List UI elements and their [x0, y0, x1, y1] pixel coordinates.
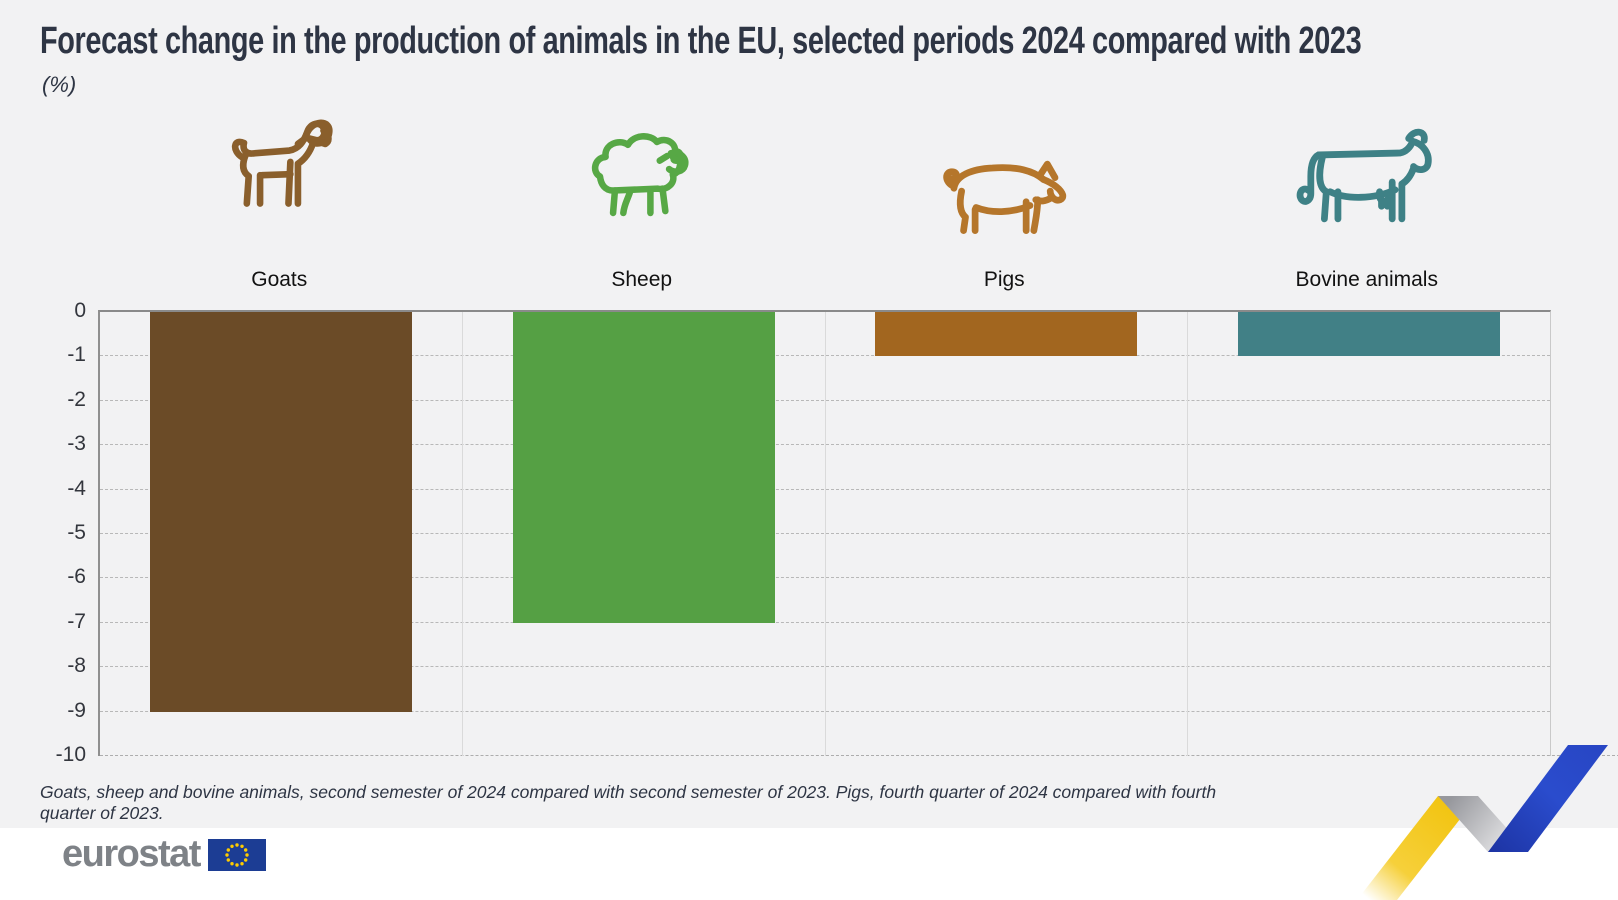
category-bovine: Bovine animals	[1186, 104, 1549, 292]
y-tick-label: -6	[67, 565, 86, 589]
y-tick-label: -5	[67, 521, 86, 544]
category-header-row: Goats Sheep	[98, 104, 1548, 292]
category-pigs: Pigs	[823, 104, 1186, 292]
y-tick-label: -4	[67, 476, 86, 500]
plot-area: 0 -1 -2 -3 -4 -5 -6 -7 -8 -9 -10	[56, 299, 1618, 766]
bar	[875, 312, 1138, 356]
column-goats	[100, 312, 463, 756]
eu-flag-icon	[207, 839, 266, 871]
y-tick-label: -8	[67, 654, 86, 678]
y-tick-label: -10	[55, 743, 86, 766]
bar	[149, 312, 412, 712]
column-bovine	[1188, 312, 1550, 756]
category-sheep: Sheep	[461, 104, 824, 292]
column-sheep	[463, 312, 826, 756]
category-label: Goats	[251, 268, 308, 291]
bar	[1238, 312, 1501, 356]
category-label: Sheep	[611, 268, 673, 291]
cow-icon	[1281, 104, 1453, 246]
category-label: Pigs	[983, 268, 1025, 291]
y-tick-label: 0	[74, 299, 86, 322]
page-title: Forecast change in the production of ani…	[40, 20, 1362, 62]
y-tick-label: -2	[67, 387, 86, 411]
eurostat-logo-text: eurostat	[62, 833, 201, 875]
eurostat-logo[interactable]: eurostat	[62, 833, 266, 875]
goat-icon	[208, 104, 350, 246]
bar-columns	[100, 312, 1550, 756]
y-tick-label: -3	[67, 432, 86, 456]
x-axis-bottom-line	[100, 755, 1618, 756]
category-label: Bovine animals	[1295, 268, 1438, 291]
footer-strip	[0, 828, 1618, 900]
bar	[512, 312, 775, 623]
footnote: Goats, sheep and bovine animals, second …	[40, 782, 1217, 823]
category-goats: Goats	[98, 104, 461, 292]
y-tick-label: -9	[67, 698, 86, 722]
column-pigs	[826, 312, 1189, 756]
y-tick-label: -7	[67, 609, 86, 633]
sheep-icon	[572, 104, 712, 246]
pig-icon	[926, 104, 1082, 246]
zigzag-ribbon-decoration	[1357, 745, 1608, 900]
y-tick-label: -1	[67, 343, 86, 367]
unit-subtitle: (%)	[42, 72, 77, 97]
